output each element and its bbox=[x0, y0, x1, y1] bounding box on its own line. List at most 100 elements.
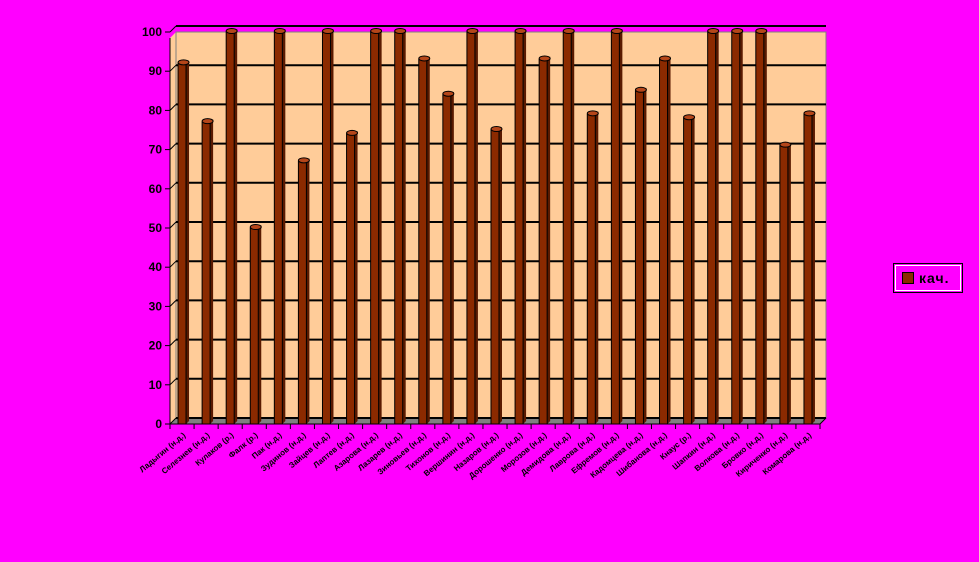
bar bbox=[201, 121, 211, 425]
bar bbox=[466, 31, 476, 425]
y-tick-label: 80 bbox=[149, 103, 163, 117]
bar-side bbox=[787, 142, 791, 424]
bar-side bbox=[426, 56, 430, 424]
gridline-diagonal bbox=[169, 64, 177, 72]
bar-side bbox=[210, 119, 214, 424]
bar bbox=[225, 31, 235, 425]
legend-swatch bbox=[902, 272, 914, 284]
bar-top bbox=[321, 28, 334, 34]
bar-side bbox=[378, 29, 382, 424]
bar-top bbox=[225, 28, 238, 34]
legend: кач. bbox=[893, 263, 963, 293]
bar bbox=[707, 31, 717, 425]
bar bbox=[442, 94, 452, 425]
bar-side bbox=[450, 91, 454, 424]
bar bbox=[683, 117, 693, 425]
bar-top bbox=[562, 28, 575, 34]
bar bbox=[249, 227, 259, 425]
bar bbox=[177, 62, 187, 425]
gridline-diagonal bbox=[169, 143, 177, 150]
y-tick-label: 20 bbox=[149, 339, 163, 353]
bar-side bbox=[523, 29, 527, 424]
bar-side bbox=[547, 56, 551, 424]
bar bbox=[321, 31, 331, 425]
bar-top bbox=[394, 28, 407, 34]
bar-side bbox=[499, 127, 502, 424]
bar-side bbox=[715, 29, 719, 424]
bar-side bbox=[234, 29, 238, 424]
gridline-diagonal bbox=[169, 182, 177, 190]
gridline-diagonal bbox=[169, 260, 177, 268]
bar-side bbox=[811, 111, 815, 424]
bar-top bbox=[201, 118, 214, 125]
bar bbox=[370, 31, 380, 425]
bar bbox=[803, 113, 813, 425]
bar-top bbox=[755, 28, 768, 34]
bar-side bbox=[306, 158, 310, 425]
bar-top bbox=[490, 126, 503, 132]
bar-top bbox=[586, 110, 599, 117]
bar-top bbox=[297, 157, 310, 164]
bar-side bbox=[474, 29, 478, 424]
y-tick-label: 100 bbox=[142, 25, 162, 39]
bar bbox=[538, 58, 548, 425]
bar-top bbox=[442, 90, 455, 97]
bar-side bbox=[186, 60, 190, 425]
bar-top bbox=[249, 224, 262, 230]
x-axis-depth bbox=[819, 417, 827, 425]
bar-side bbox=[354, 130, 358, 425]
bar bbox=[394, 31, 404, 425]
bar-top bbox=[418, 55, 431, 62]
y-tick-label: 40 bbox=[149, 260, 163, 274]
bar bbox=[562, 31, 572, 425]
bar bbox=[731, 31, 741, 425]
y-tick-label: 30 bbox=[149, 299, 163, 313]
y-tick-label: 10 bbox=[149, 378, 163, 392]
bar-side bbox=[691, 115, 695, 425]
y-tick-label: 60 bbox=[149, 182, 163, 196]
bar bbox=[273, 31, 283, 425]
bar bbox=[659, 58, 669, 425]
bar-top bbox=[707, 28, 720, 34]
bar-side bbox=[763, 29, 767, 424]
bar-side bbox=[643, 87, 647, 425]
gridline-diagonal bbox=[169, 339, 177, 346]
bar-side bbox=[667, 56, 671, 424]
y-tick-label: 0 bbox=[155, 417, 162, 431]
bar bbox=[779, 145, 789, 425]
bar-top bbox=[731, 28, 744, 34]
bar bbox=[610, 31, 620, 425]
gridline-diagonal bbox=[169, 378, 177, 386]
bar-top bbox=[370, 28, 383, 34]
bar-top bbox=[273, 28, 286, 34]
gridline-diagonal bbox=[169, 300, 177, 307]
bar bbox=[514, 31, 524, 425]
bar-top bbox=[634, 86, 647, 93]
bar-side bbox=[258, 225, 262, 424]
bar-top bbox=[803, 110, 816, 117]
bar-side bbox=[739, 29, 743, 424]
bar-top bbox=[514, 28, 527, 34]
bar-top bbox=[177, 59, 190, 66]
gridline-diagonal bbox=[169, 417, 177, 425]
bar bbox=[297, 160, 307, 425]
bar-top bbox=[779, 141, 792, 148]
bar-top bbox=[659, 55, 672, 62]
bar-top bbox=[466, 28, 479, 34]
bar bbox=[634, 90, 644, 425]
bar-top bbox=[346, 129, 359, 136]
legend-label: кач. bbox=[919, 270, 950, 286]
y-tick-label: 50 bbox=[149, 221, 163, 235]
gridline-diagonal bbox=[169, 25, 177, 33]
bar-top bbox=[538, 55, 551, 62]
bar bbox=[755, 31, 765, 425]
bar-side bbox=[595, 111, 599, 424]
bar-side bbox=[571, 29, 575, 424]
bar-side bbox=[282, 29, 286, 424]
bar-top bbox=[610, 28, 623, 34]
bar bbox=[418, 58, 428, 425]
bar bbox=[586, 113, 596, 425]
bar-top bbox=[683, 114, 696, 121]
